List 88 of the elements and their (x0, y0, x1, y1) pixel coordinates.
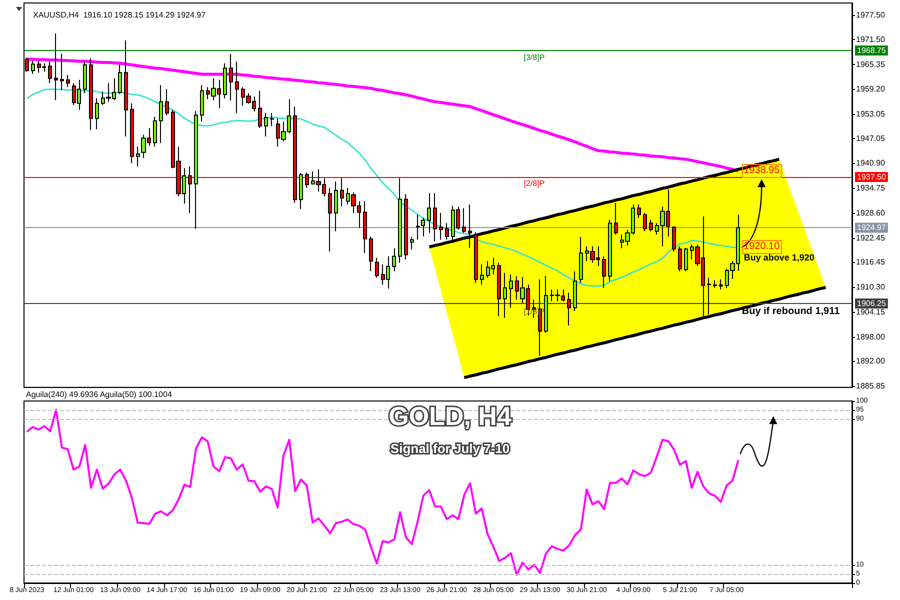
candlestick (544, 275, 548, 334)
candlestick (270, 112, 274, 127)
candlestick (416, 214, 420, 240)
candlestick (614, 202, 618, 235)
candlestick (404, 193, 408, 260)
text: Signal for July 7-10 (390, 441, 510, 456)
y-tick-label: 1940.90 (856, 158, 886, 168)
candlestick (643, 212, 647, 232)
candlestick (328, 187, 332, 252)
y-tick-label: 1928.60 (856, 208, 886, 218)
y-tick-label: 1959.20 (856, 84, 886, 94)
candlestick (95, 98, 99, 130)
candlestick (153, 116, 157, 148)
y-tick-label: 1965.35 (856, 60, 886, 69)
candlestick (130, 102, 134, 164)
y-tick-label: 1916.45 (856, 258, 886, 267)
candlestick (136, 146, 140, 167)
candlestick (573, 270, 577, 312)
candlestick (264, 112, 268, 138)
candlestick (194, 110, 198, 230)
y-tick-label: 1934.75 (856, 184, 886, 193)
candlestick (567, 292, 571, 326)
candlestick (439, 212, 443, 240)
candlestick (503, 272, 507, 318)
ref-line-label: 1937.50 (857, 172, 886, 182)
candlestick (579, 236, 583, 284)
y-tick-label: 1885.85 (856, 382, 886, 390)
candlestick (637, 204, 641, 218)
annotation: 1938.95 (742, 164, 782, 178)
candlestick (369, 236, 373, 272)
annotation: [3/8]P (524, 52, 545, 62)
candlestick (392, 248, 396, 272)
candlestick (48, 61, 52, 84)
candlestick (480, 264, 484, 286)
candlestick (124, 40, 128, 138)
y-tick-label: 1953.05 (856, 110, 886, 119)
candlestick (118, 64, 122, 95)
candlestick (608, 219, 612, 282)
y-tick-label: 1904.15 (856, 307, 886, 316)
candlestick (602, 256, 606, 288)
candlestick (66, 74, 70, 88)
y-tick-label: 1922.45 (856, 233, 886, 242)
candlestick (363, 200, 367, 254)
candlestick (334, 180, 338, 232)
candlestick (60, 53, 64, 90)
candlestick (165, 88, 169, 116)
ref-line-label: 1968.75 (857, 46, 886, 56)
candlestick (200, 84, 204, 122)
candlestick (433, 192, 437, 242)
candlestick (427, 192, 431, 234)
candlestick (684, 247, 688, 272)
candlestick (497, 262, 501, 317)
candlestick (299, 172, 303, 210)
y-tick-label: 1977.50 (856, 10, 886, 20)
candlestick (713, 280, 717, 288)
candlestick (509, 274, 513, 308)
y-tick-label: 1971.50 (856, 34, 886, 44)
candlestick (398, 178, 402, 264)
candlestick (445, 222, 449, 240)
text: Aguila(240) 49.6936 Aguila(50) 100.1004 (26, 390, 172, 399)
y-tick-label: 1892.00 (856, 356, 886, 366)
annotation: 1920.10 (742, 240, 782, 254)
candlestick (649, 219, 653, 232)
candlestick (462, 208, 466, 234)
y-tick-label: 1947.05 (856, 134, 886, 143)
candlestick (375, 257, 379, 278)
candlestick (421, 217, 425, 237)
candlestick (678, 246, 682, 272)
candlestick (89, 58, 93, 131)
candlestick (31, 60, 35, 74)
candlestick (229, 53, 233, 102)
candlestick (258, 90, 262, 129)
y-tick-label: 1910.30 (856, 282, 886, 292)
candlestick (235, 61, 239, 114)
candlestick (719, 278, 723, 290)
candlestick (54, 32, 58, 101)
chart-title: GOLD, H4 (388, 401, 512, 431)
candlestick (672, 226, 676, 252)
candlestick (83, 61, 87, 94)
candlestick (223, 62, 227, 99)
ref-line-label: 1924.97 (857, 223, 886, 232)
annotation: [2/8]P (524, 178, 545, 188)
y-tick-label: 1898.00 (856, 332, 886, 342)
text: XAUUSD,H4 1916.10 1928.15 1914.29 1924.97 (33, 10, 206, 20)
candlestick (410, 236, 414, 250)
candlestick (159, 84, 163, 144)
annotation: Buy above 1,920 (744, 252, 814, 262)
ref-line-label: 1906.25 (857, 298, 886, 308)
